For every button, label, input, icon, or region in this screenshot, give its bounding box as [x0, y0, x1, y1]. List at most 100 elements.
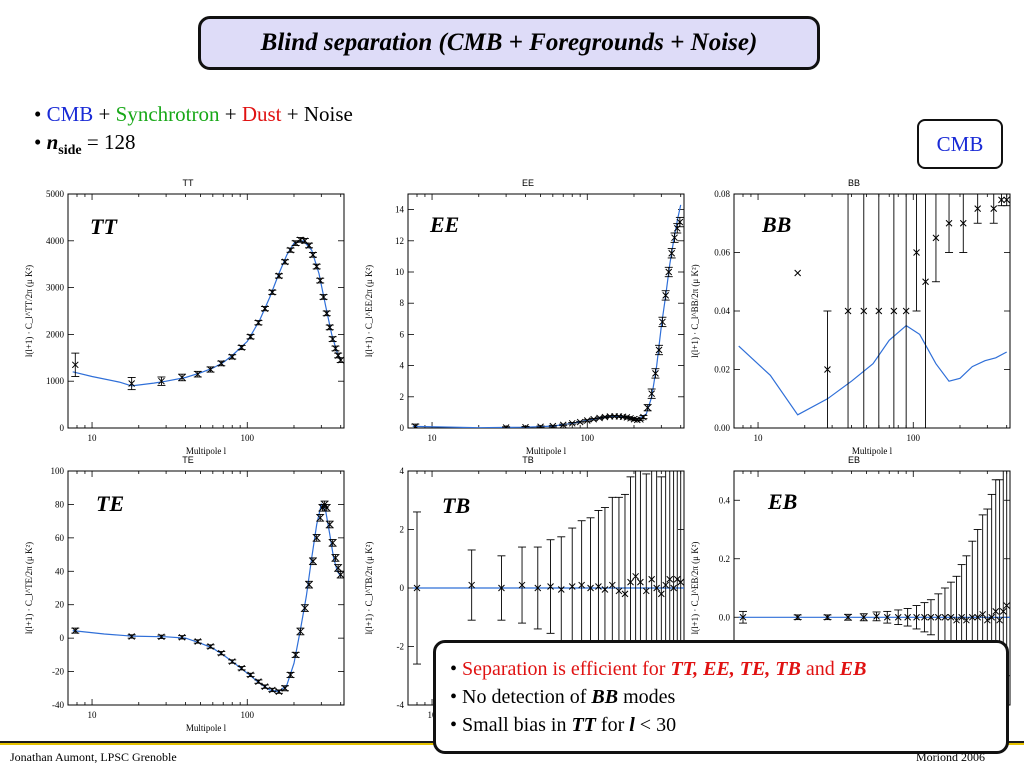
ee-data-point	[675, 216, 684, 228]
tt-data-point	[336, 356, 344, 364]
tt-data-point	[228, 353, 237, 361]
te-data-point	[336, 570, 344, 579]
summary-line-3: • Small bias in TT for l < 30	[450, 711, 1006, 739]
eb-panel-title: EB	[847, 455, 860, 465]
nside-symbol: n	[46, 130, 59, 154]
tt-data-point	[319, 293, 328, 301]
te-data-point	[71, 627, 80, 634]
tb-data-point	[413, 511, 422, 665]
ee-data-point	[568, 419, 577, 427]
bullet-components: • CMB + Synchrotron + Dust + Noise	[34, 100, 353, 128]
tt-data-point	[322, 309, 331, 317]
te-data-point	[308, 557, 317, 566]
tt-data-point	[71, 352, 80, 377]
bb-data-point	[989, 194, 998, 224]
ee-y-tick-label: 10	[395, 267, 405, 277]
tt-data-point	[254, 319, 263, 327]
ee-y-tick-label: 4	[400, 361, 405, 371]
tt-data-point	[178, 373, 187, 382]
ee-data-point	[559, 421, 568, 428]
tt-data-point	[274, 272, 283, 280]
summary-l: l	[629, 714, 635, 736]
bb-data-point	[889, 194, 898, 428]
summary-for: for	[600, 714, 625, 736]
te-data-point	[178, 633, 187, 641]
bullet-marker: •	[450, 686, 458, 708]
tt-data-point	[237, 344, 246, 351]
bb-x-tick-label: 10	[754, 433, 764, 443]
ee-y-tick-label: 14	[395, 205, 405, 215]
tb-panel-title: TB	[522, 455, 534, 465]
te-data-point	[305, 580, 314, 589]
tb-data-point	[518, 546, 527, 624]
ee-data-point	[661, 290, 670, 301]
tb-data-point	[467, 549, 476, 621]
te-data-point	[127, 633, 136, 640]
tb-data-point	[568, 527, 577, 646]
eb-panel-label: EB	[768, 489, 798, 514]
tt-data-point	[286, 246, 295, 254]
bb-y-axis-label: l(l+1) · C_l^BB/2π (μ K²)	[690, 264, 700, 357]
tt-data-point	[193, 370, 202, 378]
tb-y-tick-label: 4	[400, 466, 405, 476]
te-y-tick-label: 100	[51, 466, 65, 476]
bb-data-point	[945, 194, 954, 253]
tt-y-tick-label: 3000	[46, 283, 65, 293]
bb-y-tick-label: 0.08	[714, 189, 730, 199]
ee-data-point	[647, 388, 656, 399]
te-x-tick-label: 10	[88, 710, 98, 720]
tb-data-point	[533, 546, 542, 630]
te-plot: 10 100 -40 -20 0 20 40 60 80 100 Multipole l l(l+1)…	[24, 466, 345, 733]
te-data-point	[280, 684, 289, 692]
ee-y-tick-label: 2	[400, 392, 405, 402]
ee-x-axis-label: Multipole l	[526, 446, 567, 456]
bullet-marker: •	[34, 102, 42, 126]
tb-data-point	[586, 517, 595, 659]
bb-data-point	[997, 194, 1006, 207]
tb-x-tick-label: 10	[428, 710, 438, 720]
tb-y-tick-label: -2	[397, 642, 405, 652]
plus-sign: +	[224, 102, 237, 126]
ee-plot-frame	[407, 193, 685, 429]
tt-data-point	[127, 377, 136, 391]
tt-y-tick-label: 5000	[46, 189, 65, 199]
bb-x-axis-label: Multipole l	[852, 446, 893, 456]
ee-data-point	[664, 266, 673, 278]
bullet-marker: •	[450, 658, 458, 680]
bb-panel-title: BB	[847, 178, 860, 188]
tt-data-point	[316, 277, 325, 284]
eb-data-point	[926, 599, 935, 636]
te-data-point	[328, 539, 337, 547]
bb-data-point	[902, 194, 911, 428]
eb-data-point	[903, 608, 912, 627]
eb-data-point	[844, 613, 853, 621]
te-y-tick-label: 60	[55, 533, 65, 543]
te-panel-title: TE	[182, 455, 194, 465]
tb-y-tick-label: -4	[397, 700, 405, 710]
bb-plot: 10 100 0.00 0.02 0.04 0.06 0.08 Multipole l l(l+…	[690, 189, 1011, 456]
te-y-tick-label: 40	[55, 566, 65, 576]
summary-box: • Separation is efficient for TT, EE, TE…	[433, 640, 1009, 754]
bb-model-line	[738, 324, 1007, 416]
ee-data-point	[639, 413, 648, 421]
tt-data-point	[300, 237, 309, 245]
te-x-tick-label: 100	[241, 710, 255, 720]
te-data-point	[274, 688, 283, 695]
tb-data-point	[557, 536, 566, 643]
intro-bullets: • CMB + Synchrotron + Dust + Noise • nsi…	[34, 100, 353, 165]
tt-data-point	[260, 305, 269, 313]
tt-y-tick-label: 4000	[46, 236, 65, 246]
summary-small-bias: Small bias in	[462, 714, 567, 736]
slide-title: Blind separation (CMB + Foregrounds + No…	[198, 16, 820, 70]
eb-data-point	[920, 602, 929, 633]
te-data-point	[254, 678, 263, 685]
te-y-tick-label: -20	[52, 667, 64, 677]
te-data-point	[312, 534, 321, 542]
tt-panel-label: TT	[90, 214, 117, 239]
tt-plot-frame	[67, 193, 345, 429]
tt-x-axis-label: Multipole l	[186, 446, 227, 456]
te-y-tick-label: 80	[55, 499, 65, 509]
bb-y-tick-label: 0.00	[714, 423, 730, 433]
tt-y-axis-label: l(l+1) · C_l^TT/2π (μ K²)	[24, 265, 34, 357]
